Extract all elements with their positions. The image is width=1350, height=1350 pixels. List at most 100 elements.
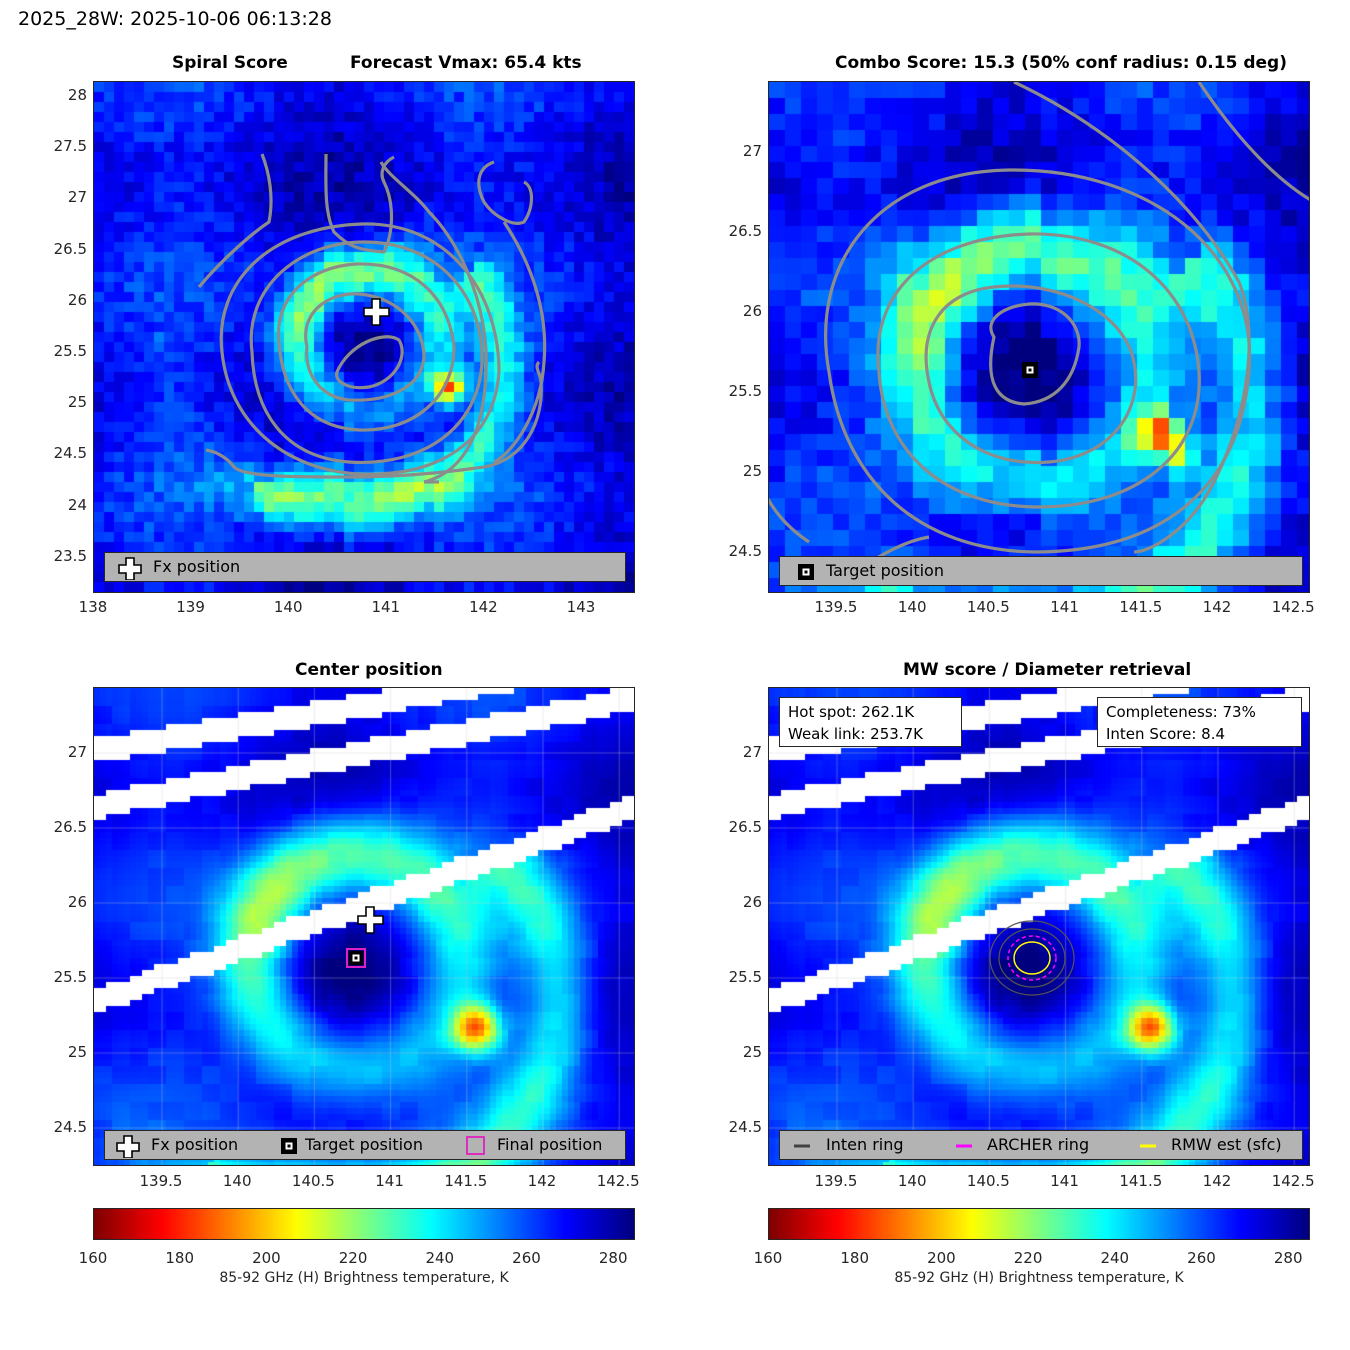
x-tick-label: 220 [1013, 1249, 1043, 1267]
legend-archer-ring: ARCHER ring [987, 1135, 1090, 1154]
combo-score-plot: Target position [768, 81, 1310, 593]
y-tick-label: 26.5 [728, 222, 762, 240]
y-tick-label: 25 [67, 1043, 87, 1061]
completeness-text: Completeness: 73% [1106, 703, 1256, 721]
inten-ring-outer [989, 920, 1075, 996]
legend-target-position: Target position [305, 1135, 423, 1154]
rmw-ring [1013, 941, 1051, 975]
x-tick-label: 180 [165, 1249, 194, 1267]
y-tick-label: 23.5 [53, 546, 87, 565]
figure-suptitle: 2025_28W: 2025-10-06 06:13:28 [18, 8, 332, 30]
x-tick-label: 141 [1050, 1172, 1079, 1190]
x-tick-label: 141 [1050, 598, 1079, 616]
y-tick-label: 24 [67, 495, 87, 514]
x-tick-label: 260 [1187, 1249, 1216, 1267]
y-tick-label: 25 [742, 462, 762, 480]
y-tick-label: 26.5 [728, 818, 762, 836]
mw-score-title: MW score / Diameter retrieval [903, 660, 1192, 680]
spiral-score-title: Spiral Score [172, 53, 288, 73]
archer-ring [1007, 935, 1057, 981]
y-tick-label: 27 [742, 142, 762, 160]
x-tick-label: 139.5 [814, 1172, 858, 1190]
colorbar-right [768, 1208, 1310, 1240]
x-tick-label: 260 [512, 1249, 541, 1267]
hot-spot-box: Hot spot: 262.1K Weak link: 253.7K [779, 697, 962, 747]
y-tick-label: 26.5 [53, 239, 87, 258]
x-tick-label: 240 [425, 1249, 455, 1267]
x-tick-label: 141 [371, 598, 401, 616]
x-tick-label: 220 [338, 1249, 368, 1267]
colorbar-left [93, 1208, 635, 1240]
fx-position-marker [363, 298, 390, 326]
y-tick-label: 25.5 [53, 968, 87, 986]
diameter-legend: Inten ring ARCHER ring RMW est (sfc) [779, 1130, 1303, 1160]
x-tick-label: 140 [897, 598, 927, 616]
x-tick-label: 141.5 [1119, 598, 1163, 616]
y-tick-label: 25.5 [728, 968, 762, 986]
y-tick-label: 27 [67, 743, 87, 761]
x-tick-label: 200 [252, 1249, 281, 1267]
x-tick-label: 139 [176, 598, 205, 616]
center-position-plot: Fx position Target position Final positi… [93, 687, 635, 1166]
x-tick-label: 200 [927, 1249, 956, 1267]
legend-target-position: Target position [826, 561, 944, 580]
x-tick-label: 139.5 [814, 598, 858, 616]
x-tick-label: 142.5 [1271, 598, 1315, 616]
y-tick-label: 26 [742, 302, 762, 320]
x-tick-label: 140.5 [291, 1172, 335, 1190]
y-tick-label: 27 [67, 188, 87, 207]
x-tick-label: 142 [527, 1172, 557, 1190]
completeness-box: Completeness: 73% Inten Score: 8.4 [1097, 697, 1302, 747]
x-tick-label: 280 [1273, 1249, 1303, 1267]
x-tick-label: 142 [469, 598, 498, 616]
y-tick-label: 27 [742, 743, 762, 761]
mw-score-plot: Hot spot: 262.1K Weak link: 253.7K Compl… [768, 687, 1310, 1166]
x-tick-label: 143 [566, 598, 596, 616]
hot-spot-text: Hot spot: 262.1K [788, 703, 915, 721]
forecast-vmax-title: Forecast Vmax: 65.4 kts [350, 53, 582, 73]
x-tick-label: 280 [598, 1249, 628, 1267]
x-tick-label: 142.5 [1271, 1172, 1315, 1190]
combo-contour-overlay [769, 82, 1309, 579]
brightness-temperature-image [94, 688, 634, 1165]
combo-score-title: Combo Score: 15.3 (50% conf radius: 0.15… [835, 53, 1287, 73]
x-tick-label: 141.5 [444, 1172, 488, 1190]
x-tick-label: 138 [78, 598, 108, 616]
x-tick-label: 142 [1202, 1172, 1232, 1190]
x-tick-label: 160 [753, 1249, 783, 1267]
inten-ring-inner [998, 928, 1066, 988]
colorbar-right-label: 85-92 GHz (H) Brightness temperature, K [894, 1270, 1184, 1286]
x-tick-label: 140.5 [966, 1172, 1010, 1190]
y-tick-label: 26 [67, 893, 87, 911]
diameter-rings [989, 920, 1075, 996]
x-tick-label: 140 [273, 598, 303, 616]
y-tick-label: 24.5 [53, 444, 87, 463]
center-position-title: Center position [295, 660, 443, 680]
y-tick-label: 25.5 [53, 342, 87, 360]
x-tick-label: 240 [1100, 1249, 1130, 1267]
y-tick-label: 26.5 [53, 818, 87, 836]
y-tick-label: 24.5 [728, 1118, 762, 1136]
spiral-score-plot: Fx position [93, 81, 635, 593]
combo-legend: Target position [779, 556, 1303, 586]
y-tick-label: 28 [67, 86, 87, 104]
fx-position-marker [357, 906, 384, 934]
y-tick-label: 26 [67, 290, 87, 309]
x-tick-label: 140 [897, 1172, 927, 1190]
legend-inten-ring: Inten ring [826, 1135, 904, 1154]
y-tick-label: 24.5 [53, 1118, 87, 1136]
x-tick-label: 180 [840, 1249, 869, 1267]
legend-final-position: Final position [497, 1135, 603, 1154]
x-tick-label: 142 [1202, 598, 1232, 616]
y-tick-label: 25.5 [728, 382, 762, 400]
y-tick-label: 25 [67, 393, 87, 412]
y-tick-label: 26 [742, 893, 762, 911]
legend-fx-position: Fx position [153, 557, 241, 576]
x-tick-label: 160 [78, 1249, 108, 1267]
colorbar-left-label: 85-92 GHz (H) Brightness temperature, K [219, 1270, 509, 1286]
target-square-icon [281, 1138, 297, 1154]
plus-icon [118, 557, 142, 580]
y-tick-label: 25 [742, 1043, 762, 1061]
center-markers [346, 906, 384, 968]
x-tick-label: 141 [375, 1172, 404, 1190]
